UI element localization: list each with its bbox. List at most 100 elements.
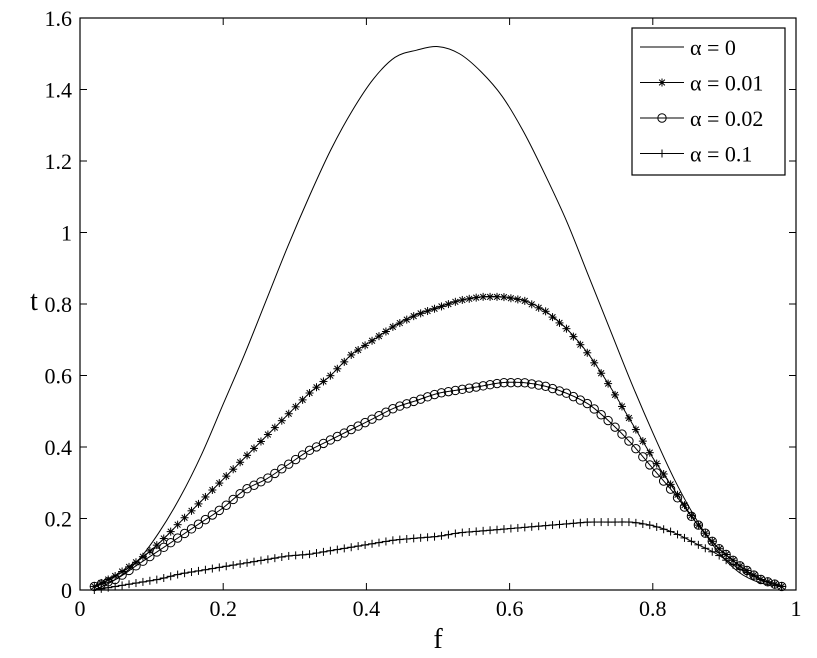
legend: α = 0 α = 0.01 α = 0.02 α = 0.1 [631,27,786,176]
data-point-asterisk [569,332,578,341]
data-point-asterisk [250,444,259,453]
data-point-asterisk [222,472,231,481]
series-asterisk [90,292,786,591]
data-point-plus [125,580,134,589]
legend-label: α = 0.1 [690,142,752,167]
data-point-asterisk [173,520,182,529]
data-point-asterisk [465,294,474,303]
data-point-plus [319,547,328,556]
data-point-asterisk [347,350,356,359]
data-point-circle [554,386,565,396]
data-point-plus [263,555,272,564]
data-point-plus [159,574,168,583]
data-point-plus [430,532,439,541]
data-point-asterisk [416,309,425,318]
data-point-plus [624,518,633,527]
data-point-plus [138,577,147,586]
data-point-circle [672,493,683,503]
data-point-plus [416,533,425,542]
x-tick-label: 0.6 [496,596,524,621]
data-point-circle [527,379,537,389]
data-point-circle [645,460,655,470]
data-point-circle [172,533,183,543]
data-point-circle [270,468,280,479]
data-point-plus [569,519,578,528]
legend-box [631,27,786,176]
data-point-asterisk [638,437,647,446]
data-point-plus [90,586,99,594]
data-point-circle [138,556,148,566]
data-point-plus [631,518,640,527]
data-point-circle [408,396,419,407]
data-point-circle [464,383,474,393]
data-point-plus [437,531,446,540]
data-point-circle [415,394,426,404]
data-point-plus [666,527,675,536]
data-point-plus [305,550,314,559]
data-point-circle [707,536,717,546]
data-point-asterisk [409,312,418,321]
data-point-circle [756,574,766,585]
data-point-plus [180,569,189,578]
data-point-asterisk [395,319,404,328]
series-layer [89,46,787,594]
data-point-circle [443,386,454,397]
data-point-asterisk [187,506,196,515]
data-point-plus [374,538,383,547]
data-point-plus [270,554,279,563]
data-point-circle [700,528,711,538]
data-point-circle [422,392,433,402]
data-point-asterisk [652,459,661,468]
legend-label: α = 0.02 [690,106,763,131]
data-point-circle [657,113,667,123]
data-point-plus [97,584,106,593]
data-point-asterisk [506,294,515,303]
y-tick-label: 0.6 [45,364,73,389]
data-point-plus [611,518,620,527]
data-point-circle [193,519,204,529]
series-line [94,295,782,587]
data-point-plus [638,519,647,528]
data-point-circle [117,570,127,580]
data-point-asterisk [194,499,203,508]
data-point-plus [423,533,432,542]
data-point-asterisk [541,307,550,316]
data-point-circle [207,510,218,520]
data-point-asterisk [361,341,370,350]
data-point-plus [409,534,418,543]
y-tick-label: 0.4 [45,435,73,460]
data-point-plus [145,576,154,585]
series-plus [90,518,786,594]
data-point-circle [506,377,516,388]
data-point-asterisk [256,437,265,446]
data-point-asterisk [555,318,564,327]
data-point-circle [284,459,294,469]
x-tick-label: 0.2 [209,596,237,621]
data-point-plus [749,572,758,581]
data-point-circle [776,581,787,592]
data-point-plus [652,522,661,531]
data-point-plus [395,535,404,544]
data-point-plus [381,537,390,546]
data-point-plus [673,530,682,539]
data-point-asterisk [486,292,495,301]
x-axis-title: f [433,624,443,655]
x-tick-label: 0 [75,596,86,621]
data-point-plus [208,564,217,573]
data-point-asterisk [576,340,585,349]
data-point-plus [555,520,564,529]
data-point-asterisk [284,409,293,418]
data-point-circle [686,511,697,521]
data-point-plus [451,529,460,538]
data-point-plus [104,583,113,592]
data-point-plus [222,562,231,571]
data-point-plus [617,518,626,527]
data-point-plus [187,568,196,577]
data-point-asterisk [291,402,300,411]
data-point-plus [541,521,550,530]
data-point-asterisk [534,303,543,312]
data-point-plus [444,530,453,539]
data-point-circle [485,380,495,390]
data-point-plus [756,575,765,584]
data-point-asterisk [243,451,252,460]
